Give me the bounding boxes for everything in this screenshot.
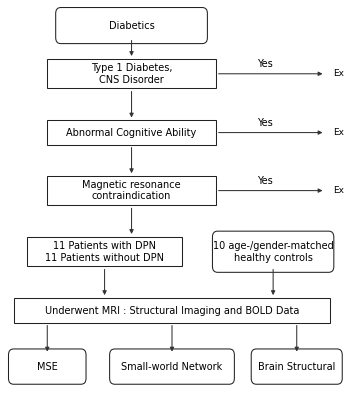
Text: Yes: Yes — [257, 59, 272, 69]
Text: Excluded: Excluded — [333, 128, 344, 137]
Text: Abnormal Cognitive Ability: Abnormal Cognitive Ability — [66, 128, 197, 138]
Text: Type 1 Diabetes,
CNS Disorder: Type 1 Diabetes, CNS Disorder — [91, 63, 172, 84]
Text: Yes: Yes — [257, 176, 272, 186]
Text: 10 age-/gender-matched
healthy controls: 10 age-/gender-matched healthy controls — [213, 241, 334, 262]
FancyBboxPatch shape — [27, 237, 182, 266]
Text: 11 Patients with DPN
11 Patients without DPN: 11 Patients with DPN 11 Patients without… — [45, 241, 164, 262]
Text: Excluded: Excluded — [333, 69, 344, 78]
Text: Small-world Network: Small-world Network — [121, 362, 223, 372]
FancyBboxPatch shape — [251, 349, 342, 384]
Text: Diabetics: Diabetics — [109, 20, 154, 30]
FancyBboxPatch shape — [56, 8, 207, 44]
FancyBboxPatch shape — [13, 298, 331, 323]
FancyBboxPatch shape — [110, 349, 234, 384]
Text: Magnetic resonance
contraindication: Magnetic resonance contraindication — [82, 180, 181, 201]
Text: MSE: MSE — [37, 362, 58, 372]
Text: Brain Structural: Brain Structural — [258, 362, 335, 372]
FancyBboxPatch shape — [47, 176, 216, 205]
Text: Yes: Yes — [257, 118, 272, 128]
Text: Underwent MRI : Structural Imaging and BOLD Data: Underwent MRI : Structural Imaging and B… — [45, 306, 299, 316]
FancyBboxPatch shape — [47, 59, 216, 88]
FancyBboxPatch shape — [47, 120, 216, 145]
Text: Excluded: Excluded — [333, 186, 344, 195]
FancyBboxPatch shape — [9, 349, 86, 384]
FancyBboxPatch shape — [213, 231, 334, 272]
